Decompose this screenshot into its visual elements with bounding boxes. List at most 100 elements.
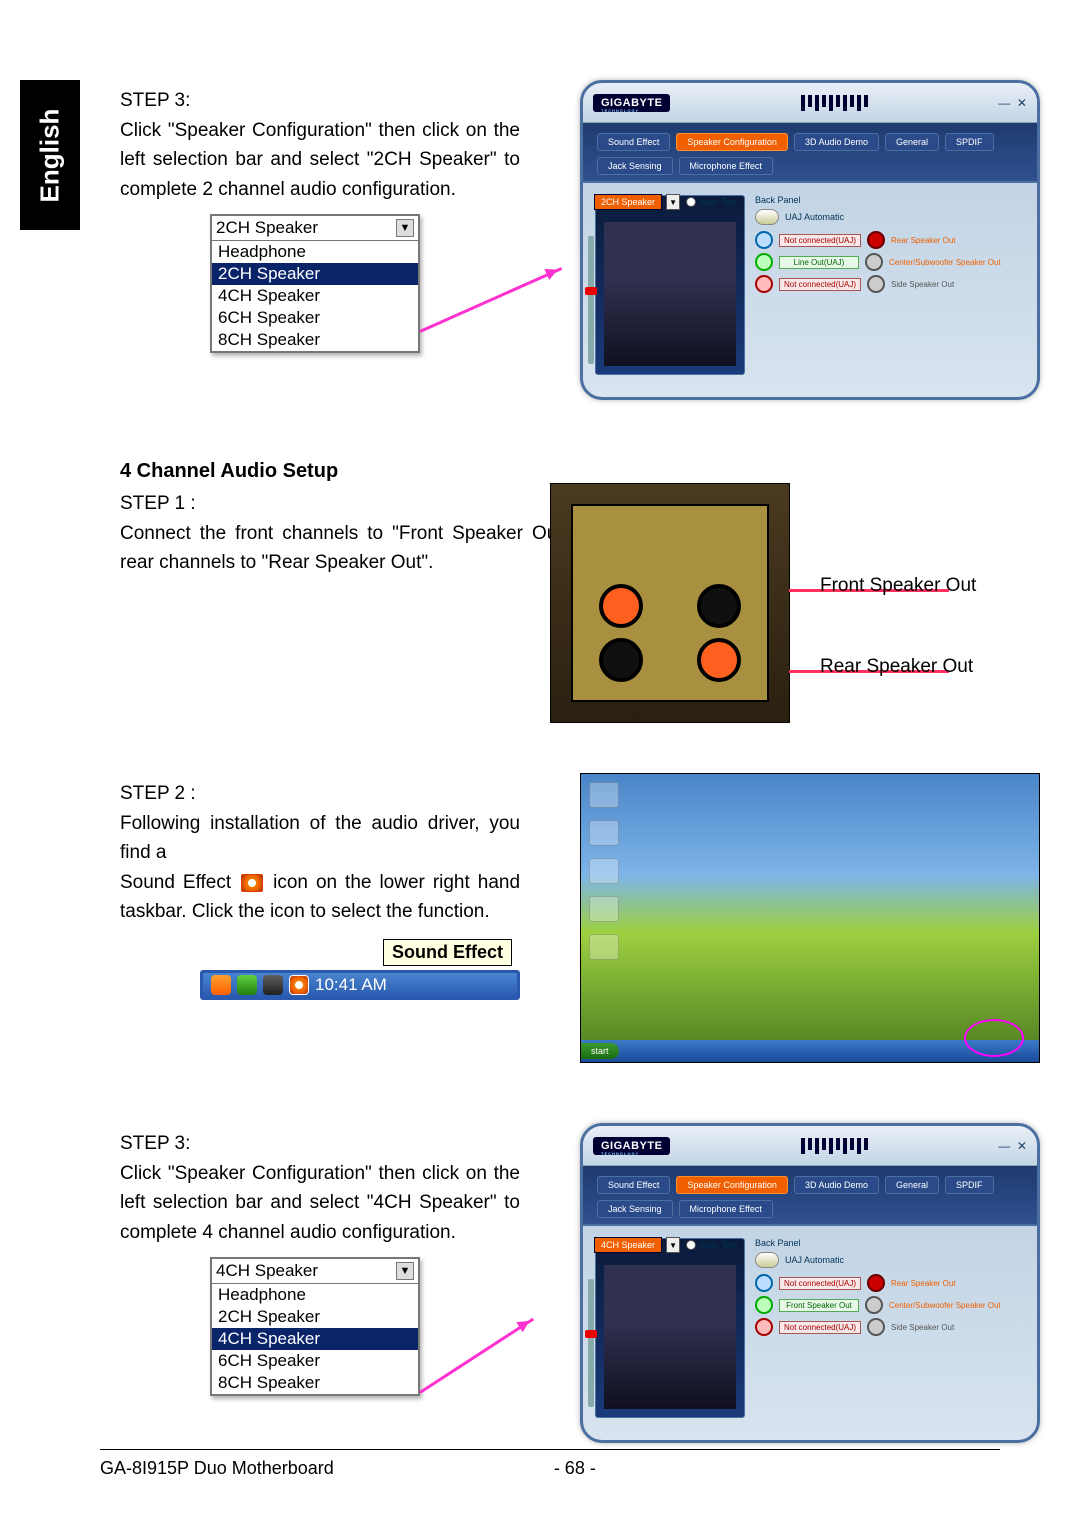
tab-speaker-config[interactable]: Speaker Configuration xyxy=(676,1176,788,1194)
speaker-selector-value: 4CH Speaker xyxy=(594,1237,662,1253)
jack-label: Rear Speaker Out xyxy=(891,236,961,245)
jack-status: Line Out(UAJ) xyxy=(779,256,859,269)
tab-general[interactable]: General xyxy=(885,1176,939,1194)
gigabyte-logo: GIGABYTE xyxy=(593,94,670,112)
tab-jack-sensing[interactable]: Jack Sensing xyxy=(597,157,673,175)
gigabyte-logo: GIGABYTE xyxy=(593,1137,670,1155)
dropdown-2ch[interactable]: 2CH Speaker ▼ Headphone 2CH Speaker 4CH … xyxy=(210,214,420,353)
dropdown-opt[interactable]: 6CH Speaker xyxy=(212,307,418,329)
speaker-preview: 4CH Speaker ▼ Auto Test xyxy=(595,1238,745,1418)
speaker-selector-value: 2CH Speaker xyxy=(594,194,662,210)
jack-status: Not connected(UAJ) xyxy=(779,1277,861,1290)
dropdown-opt[interactable]: Headphone xyxy=(212,1284,418,1306)
dropdown-opt[interactable]: 8CH Speaker xyxy=(212,329,418,351)
tab-jack-sensing[interactable]: Jack Sensing xyxy=(597,1200,673,1218)
dropdown-4ch[interactable]: 4CH Speaker ▼ Headphone 2CH Speaker 4CH … xyxy=(210,1257,420,1396)
tray-icon[interactable] xyxy=(263,975,283,995)
jack-icon xyxy=(867,231,885,249)
callout-front: Front Speaker Out xyxy=(820,575,976,597)
speaker-selector[interactable]: 2CH Speaker ▼ Auto Test xyxy=(594,194,737,210)
s2-step2-text: Following installation of the audio driv… xyxy=(120,809,520,927)
dropdown-opt[interactable]: 8CH Speaker xyxy=(212,1372,418,1394)
tab-3d-audio[interactable]: 3D Audio Demo xyxy=(794,133,879,151)
tray-sound-effect-icon[interactable] xyxy=(289,975,309,995)
dropdown-opt[interactable]: 6CH Speaker xyxy=(212,1350,418,1372)
language-label: English xyxy=(35,108,66,202)
arrow-line xyxy=(419,1318,534,1394)
jack-status: Front Speaker Out xyxy=(779,1299,859,1312)
tray-sample: Sound Effect 10:41 AM xyxy=(200,939,520,1000)
section-title-4ch: 4 Channel Audio Setup xyxy=(120,460,1000,483)
jack-status: Not connected(UAJ) xyxy=(779,278,861,291)
jack-status: Not connected(UAJ) xyxy=(779,1321,861,1334)
audio-panel-2ch: GIGABYTE — ✕ Sound Effect Speaker Config… xyxy=(580,80,1040,400)
jack-dot-blue[interactable] xyxy=(755,231,773,249)
jack-dot-blue[interactable] xyxy=(755,1274,773,1292)
page-footer: GA-8I915P Duo Motherboard - 68 - xyxy=(100,1449,1000,1479)
jack-row: Not connected(UAJ) Rear Speaker Out xyxy=(755,1274,1025,1292)
tab-spdif[interactable]: SPDIF xyxy=(945,133,994,151)
window-buttons[interactable]: — ✕ xyxy=(998,1139,1027,1153)
tab-sound-effect[interactable]: Sound Effect xyxy=(597,133,670,151)
speaker-preview: 2CH Speaker ▼ Auto Test xyxy=(595,195,745,375)
jack-dot-green[interactable] xyxy=(755,1296,773,1314)
tab-mic-effect[interactable]: Microphone Effect xyxy=(679,157,773,175)
callout-rear: Rear Speaker Out xyxy=(820,656,973,678)
jack-icon xyxy=(865,1296,883,1314)
pill-icon xyxy=(755,209,779,225)
speaker-selector[interactable]: 4CH Speaker ▼ Auto Test xyxy=(594,1237,737,1253)
jack-label: Center/Subwoofer Speaker Out xyxy=(889,1301,1001,1310)
tray-icon[interactable] xyxy=(211,975,231,995)
radio-icon[interactable] xyxy=(686,1240,696,1250)
radio-icon[interactable] xyxy=(686,197,696,207)
tab-spdif[interactable]: SPDIF xyxy=(945,1176,994,1194)
dropdown-opt[interactable]: 4CH Speaker xyxy=(212,285,418,307)
desktop-icons xyxy=(589,782,619,960)
jack-dot-green[interactable] xyxy=(755,253,773,271)
window-buttons[interactable]: — ✕ xyxy=(998,96,1027,110)
sound-effect-icon xyxy=(241,874,263,892)
tab-sound-effect[interactable]: Sound Effect xyxy=(597,1176,670,1194)
tab-general[interactable]: General xyxy=(885,133,939,151)
dropdown-4ch-value: 4CH Speaker xyxy=(216,1261,318,1281)
sound-effect-tooltip: Sound Effect xyxy=(383,939,512,966)
dropdown-opt[interactable]: Headphone xyxy=(212,241,418,263)
dropdown-opt[interactable]: 2CH Speaker xyxy=(212,1306,418,1328)
panel-titlebar: GIGABYTE — ✕ xyxy=(583,83,1037,123)
dropdown-2ch-selected[interactable]: 2CH Speaker ▼ xyxy=(212,216,418,241)
tab-3d-audio[interactable]: 3D Audio Demo xyxy=(794,1176,879,1194)
footer-product: GA-8I915P Duo Motherboard xyxy=(100,1458,334,1479)
jack-icon xyxy=(865,253,883,271)
dropdown-4ch-selected[interactable]: 4CH Speaker ▼ xyxy=(212,1259,418,1284)
jack-row: Line Out(UAJ) Center/Subwoofer Speaker O… xyxy=(755,253,1025,271)
jack-label: Center/Subwoofer Speaker Out xyxy=(889,258,1001,267)
auto-test-label: Auto Test xyxy=(700,1240,737,1250)
back-panel-label: Back Panel xyxy=(755,195,1025,205)
footer-page: - 68 - xyxy=(554,1458,596,1479)
dropdown-opt[interactable]: 2CH Speaker xyxy=(212,263,418,285)
jack-dot-red[interactable] xyxy=(755,275,773,293)
back-panel-label: Back Panel xyxy=(755,1238,1025,1248)
volume-slider[interactable] xyxy=(588,1279,594,1407)
jack-label: Side Speaker Out xyxy=(891,280,961,289)
tray-icon[interactable] xyxy=(237,975,257,995)
panel-titlebar: GIGABYTE — ✕ xyxy=(583,1126,1037,1166)
step2-text-b: Sound Effect xyxy=(120,872,231,893)
jack-icon xyxy=(867,1274,885,1292)
dropdown-opt[interactable]: 4CH Speaker xyxy=(212,1328,418,1350)
dropdown-arrow-icon[interactable]: ▼ xyxy=(666,1237,680,1253)
dropdown-arrow-icon[interactable]: ▼ xyxy=(396,219,414,237)
start-button[interactable]: start xyxy=(581,1043,619,1059)
dropdown-arrow-icon[interactable]: ▼ xyxy=(666,194,680,210)
jack-dot-red[interactable] xyxy=(755,1318,773,1336)
tab-speaker-config[interactable]: Speaker Configuration xyxy=(676,133,788,151)
dropdown-arrow-icon[interactable]: ▼ xyxy=(396,1262,414,1280)
jack-label: Rear Speaker Out xyxy=(891,1279,961,1288)
tab-mic-effect[interactable]: Microphone Effect xyxy=(679,1200,773,1218)
uaj-label: UAJ Automatic xyxy=(785,212,844,222)
jack-icon xyxy=(867,275,885,293)
volume-slider[interactable] xyxy=(588,236,594,364)
jack-red xyxy=(697,638,741,682)
s2-step1-text: Connect the front channels to "Front Spe… xyxy=(120,519,610,578)
jack-red xyxy=(599,584,643,628)
